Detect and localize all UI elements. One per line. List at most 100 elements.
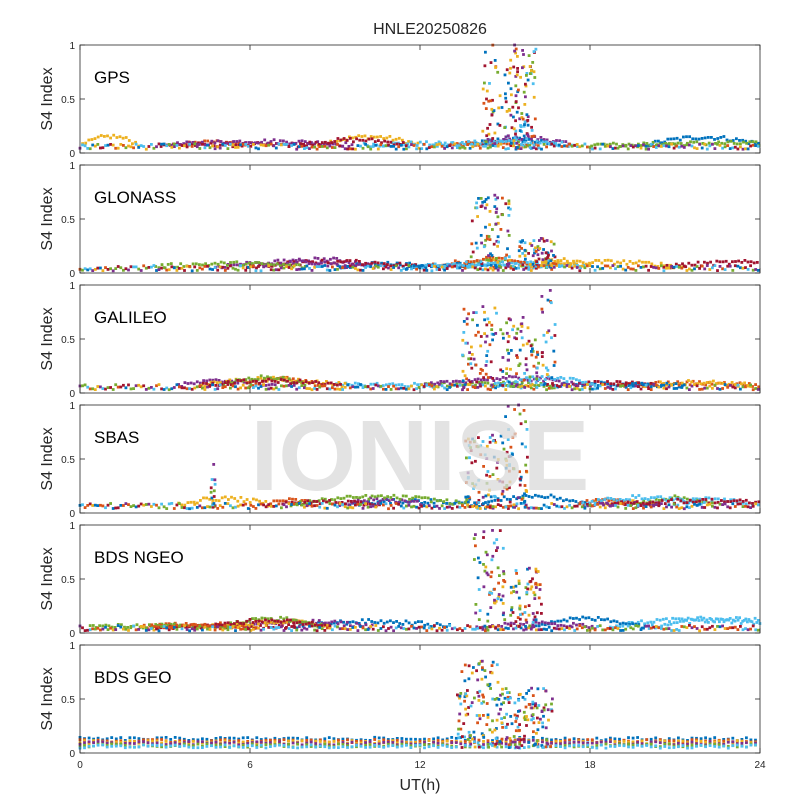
data-point <box>699 615 703 619</box>
data-point <box>185 145 189 149</box>
data-point <box>575 266 579 269</box>
data-point <box>229 142 232 146</box>
data-point <box>578 388 582 392</box>
data-point <box>532 261 536 264</box>
data-point <box>634 622 638 626</box>
data-point <box>198 384 202 388</box>
data-point <box>516 327 520 331</box>
data-point <box>700 625 704 629</box>
data-point <box>534 246 537 250</box>
data-point <box>231 143 235 147</box>
data-point <box>492 109 496 112</box>
data-point <box>741 138 744 142</box>
data-point <box>473 139 477 143</box>
data-point <box>514 47 518 51</box>
data-point <box>484 238 487 242</box>
data-point <box>255 266 258 270</box>
data-point <box>516 146 519 149</box>
data-point <box>481 305 485 308</box>
data-point <box>694 137 698 141</box>
data-point <box>295 621 299 625</box>
data-point <box>299 142 302 145</box>
data-point <box>524 463 528 467</box>
data-point <box>471 437 474 441</box>
data-point <box>649 620 653 624</box>
data-point <box>147 386 151 390</box>
data-point <box>461 353 464 357</box>
data-point <box>175 144 179 147</box>
data-point <box>642 501 645 505</box>
data-point <box>562 618 566 622</box>
data-point <box>226 502 230 505</box>
data-point <box>414 263 417 266</box>
data-point <box>501 628 505 631</box>
data-point <box>223 269 227 272</box>
data-point <box>634 269 638 272</box>
data-point <box>247 141 251 144</box>
data-point <box>514 380 518 383</box>
data-point <box>195 380 199 384</box>
data-point <box>476 268 480 271</box>
data-point <box>483 64 487 68</box>
data-point <box>527 384 531 388</box>
data-point <box>662 507 666 510</box>
data-point <box>728 626 732 630</box>
data-point <box>264 618 267 622</box>
data-point <box>292 502 296 506</box>
data-point <box>409 500 413 503</box>
data-point <box>668 384 672 387</box>
data-point <box>498 574 501 577</box>
data-point <box>596 625 599 628</box>
data-point <box>465 322 469 326</box>
data-point <box>586 629 589 632</box>
data-point <box>162 266 166 269</box>
data-point <box>251 379 255 383</box>
data-point <box>417 146 421 150</box>
data-point <box>581 384 585 388</box>
data-point <box>476 323 479 327</box>
data-point <box>626 382 630 385</box>
data-point <box>621 629 625 632</box>
data-point <box>603 502 607 506</box>
data-point <box>522 124 526 128</box>
data-point <box>537 621 541 625</box>
data-point <box>516 616 520 619</box>
data-point <box>484 206 487 210</box>
data-point <box>532 625 536 629</box>
data-point <box>626 147 630 151</box>
data-point <box>517 364 521 367</box>
data-point <box>284 500 288 504</box>
data-point <box>160 142 163 146</box>
data-point <box>144 503 148 506</box>
data-point <box>458 627 462 630</box>
data-point <box>511 264 515 268</box>
data-point <box>150 265 153 269</box>
plot-area <box>80 525 760 633</box>
data-point <box>507 262 511 265</box>
data-point <box>446 264 450 268</box>
data-point <box>706 136 710 139</box>
data-point <box>455 382 459 386</box>
data-point <box>741 147 745 151</box>
data-point <box>430 384 434 388</box>
data-point <box>345 622 349 626</box>
data-point <box>407 621 411 625</box>
data-point <box>529 260 533 264</box>
data-point <box>310 141 313 144</box>
data-point <box>318 382 322 386</box>
data-point <box>345 620 349 624</box>
data-point <box>392 144 395 148</box>
data-point <box>440 144 444 148</box>
data-point <box>512 136 515 140</box>
data-point <box>537 361 540 365</box>
data-point <box>465 498 469 501</box>
data-point <box>359 739 363 743</box>
data-point <box>382 621 386 625</box>
data-point <box>454 736 458 740</box>
data-point <box>448 624 452 627</box>
data-point <box>124 386 128 390</box>
data-point <box>667 266 671 270</box>
data-point <box>670 505 673 509</box>
data-point <box>192 622 196 626</box>
data-point <box>364 623 368 627</box>
